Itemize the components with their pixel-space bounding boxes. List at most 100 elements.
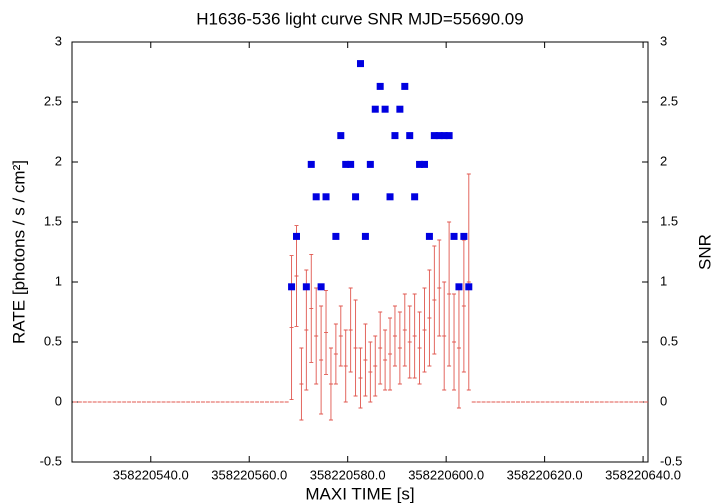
y2-tick-label: 3 bbox=[660, 33, 667, 48]
error-bar bbox=[422, 287, 427, 373]
snr-point bbox=[332, 232, 340, 240]
x-axis-label: MAXI TIME [s] bbox=[305, 484, 414, 503]
y2-tick-label: 2 bbox=[660, 153, 667, 168]
error-bar bbox=[363, 323, 368, 397]
error-bar bbox=[452, 293, 457, 391]
y-tick-label: 1.5 bbox=[44, 213, 62, 228]
y-tick-label: 3 bbox=[55, 33, 62, 48]
error-bar bbox=[456, 287, 461, 409]
error-bar bbox=[358, 347, 363, 409]
snr-point bbox=[352, 193, 360, 201]
x-tick-label: 358220600.0 bbox=[408, 467, 484, 482]
error-bar bbox=[402, 293, 407, 367]
error-bar bbox=[328, 347, 333, 421]
error-bar bbox=[417, 311, 422, 385]
snr-point bbox=[411, 193, 419, 201]
error-bar bbox=[397, 311, 402, 385]
snr-point bbox=[356, 60, 364, 68]
snr-point bbox=[371, 105, 379, 113]
snr-point bbox=[381, 105, 389, 113]
snr-point bbox=[425, 232, 433, 240]
error-bar bbox=[412, 293, 417, 379]
error-bar bbox=[289, 255, 294, 401]
y2-tick-label: 1.5 bbox=[660, 213, 678, 228]
error-bar bbox=[392, 305, 397, 367]
snr-point bbox=[465, 283, 473, 291]
error-bar bbox=[299, 347, 304, 421]
chart-title: H1636-536 light curve SNR MJD=55690.09 bbox=[196, 9, 523, 28]
snr-point bbox=[361, 232, 369, 240]
snr-point bbox=[347, 160, 355, 168]
snr-point bbox=[288, 283, 296, 291]
snr-point bbox=[455, 283, 463, 291]
error-bar bbox=[461, 239, 466, 373]
error-bar bbox=[407, 305, 412, 379]
error-bar bbox=[466, 173, 471, 391]
snr-point bbox=[420, 160, 428, 168]
snr-point bbox=[406, 132, 414, 140]
error-bar bbox=[388, 317, 393, 391]
y-tick-label: -0.5 bbox=[40, 453, 62, 468]
error-bar bbox=[447, 221, 452, 367]
y-tick-label: 0 bbox=[55, 393, 62, 408]
error-bar bbox=[343, 329, 348, 403]
snr-point bbox=[435, 132, 443, 140]
error-bar bbox=[432, 245, 437, 355]
snr-point bbox=[292, 232, 300, 240]
error-bar bbox=[314, 287, 319, 385]
snr-point bbox=[312, 193, 320, 201]
y2-axis-label: SNR bbox=[695, 234, 714, 270]
error-bar bbox=[309, 253, 314, 363]
error-bar bbox=[333, 323, 338, 385]
snr-point bbox=[445, 132, 453, 140]
snr-point bbox=[391, 132, 399, 140]
error-bar bbox=[353, 299, 358, 397]
error-bar bbox=[304, 269, 309, 391]
error-bar bbox=[427, 269, 432, 367]
snr-point bbox=[317, 283, 325, 291]
x-tick-label: 358220560.0 bbox=[211, 467, 287, 482]
error-bar bbox=[319, 305, 324, 415]
snr-point bbox=[460, 232, 468, 240]
snr-point bbox=[386, 193, 394, 201]
y2-tick-label: 1 bbox=[660, 273, 667, 288]
snr-point bbox=[440, 132, 448, 140]
snr-point bbox=[307, 160, 315, 168]
error-bar bbox=[294, 225, 299, 327]
snr-point bbox=[396, 105, 404, 113]
error-bar bbox=[338, 305, 343, 367]
snr-point bbox=[322, 193, 330, 201]
y-tick-label: 2 bbox=[55, 153, 62, 168]
x-tick-label: 358220540.0 bbox=[113, 467, 189, 482]
snr-point bbox=[401, 82, 409, 90]
snr-point bbox=[450, 232, 458, 240]
y2-tick-label: 0 bbox=[660, 393, 667, 408]
x-tick-label: 358220620.0 bbox=[507, 467, 583, 482]
y-tick-label: 0.5 bbox=[44, 333, 62, 348]
snr-point bbox=[430, 132, 438, 140]
error-bar bbox=[437, 239, 442, 337]
snr-point bbox=[366, 160, 374, 168]
x-tick-label: 358220580.0 bbox=[310, 467, 386, 482]
snr-point bbox=[416, 160, 424, 168]
error-bar bbox=[368, 341, 373, 403]
error-bar bbox=[378, 311, 383, 385]
y2-tick-label: -0.5 bbox=[660, 453, 682, 468]
error-bar bbox=[373, 335, 378, 397]
snr-point bbox=[302, 283, 310, 291]
y-axis-label: RATE [photons / s / cm²] bbox=[9, 160, 28, 344]
error-bar bbox=[348, 287, 353, 373]
y-tick-label: 1 bbox=[55, 273, 62, 288]
x-tick-label: 358220640.0 bbox=[605, 467, 681, 482]
plot-frame bbox=[71, 41, 649, 463]
error-bar bbox=[442, 281, 447, 391]
snr-point bbox=[342, 160, 350, 168]
error-bar bbox=[383, 329, 388, 391]
error-bar bbox=[324, 289, 329, 375]
y-tick-label: 2.5 bbox=[44, 93, 62, 108]
snr-point bbox=[337, 132, 345, 140]
y2-tick-label: 0.5 bbox=[660, 333, 678, 348]
snr-point bbox=[376, 82, 384, 90]
y2-tick-label: 2.5 bbox=[660, 93, 678, 108]
